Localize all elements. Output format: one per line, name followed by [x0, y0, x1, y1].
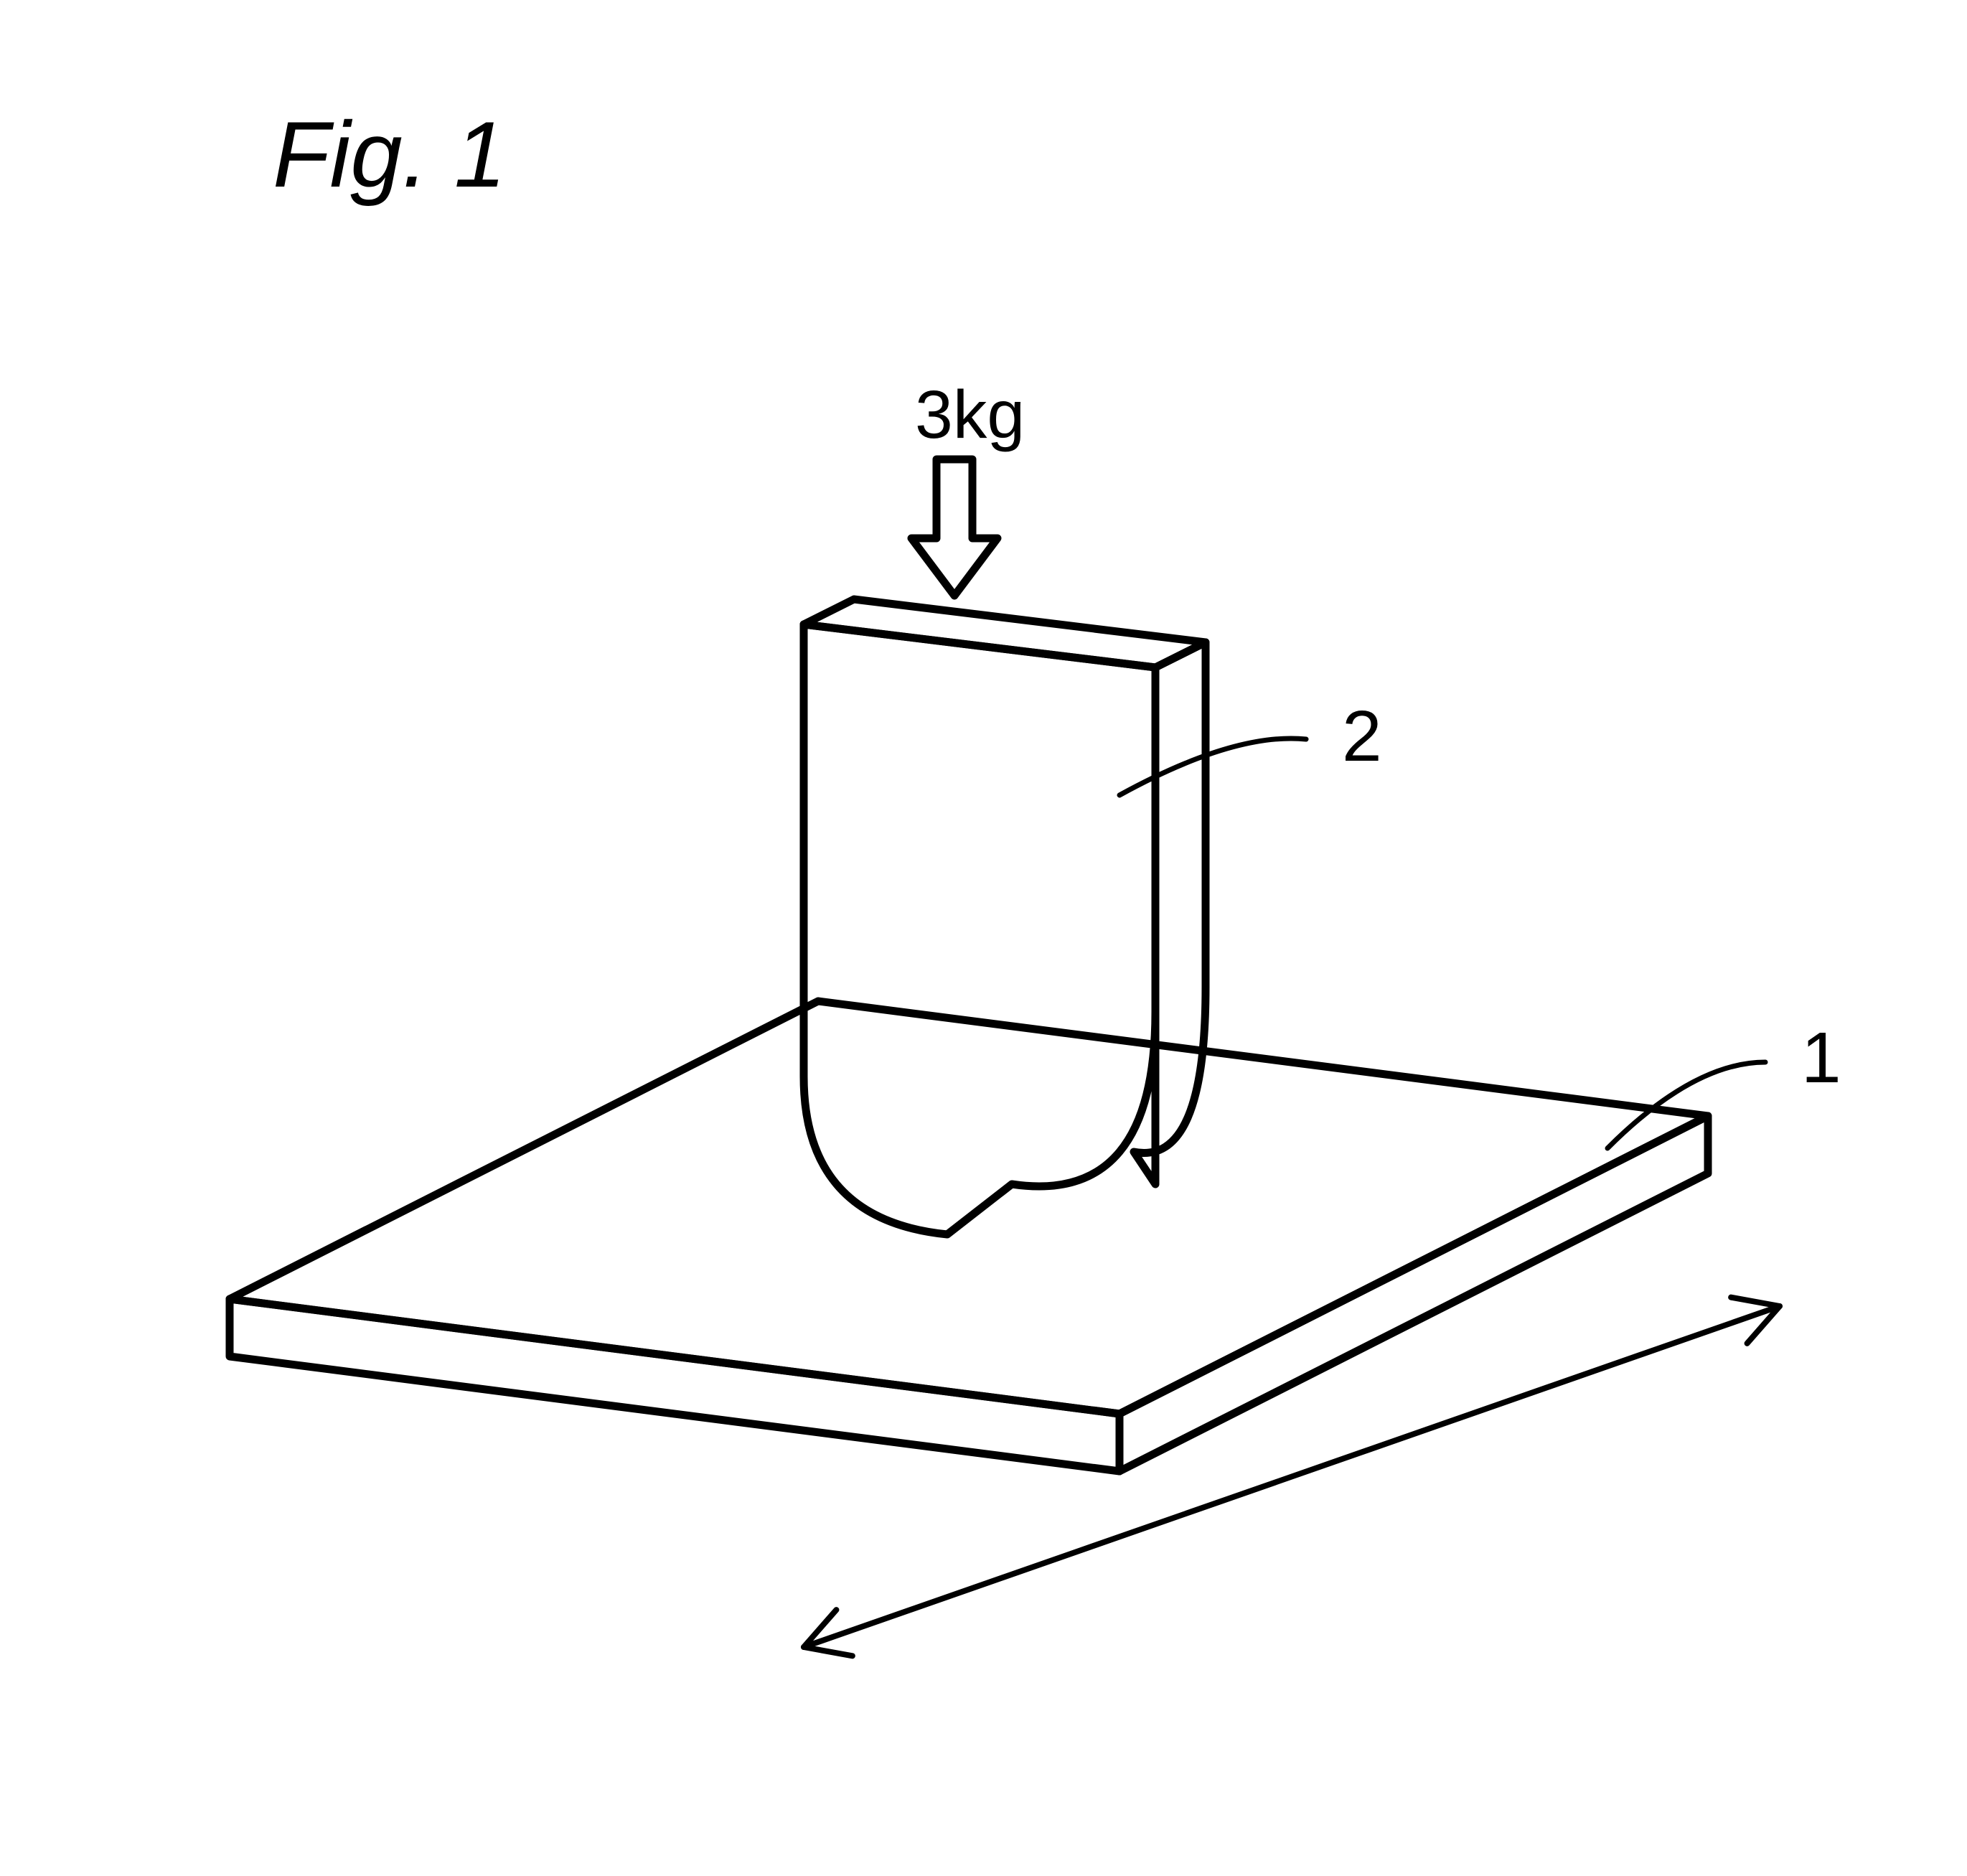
- slab-top-face: [230, 1001, 1708, 1414]
- leader-block: [1119, 738, 1306, 795]
- slab-front-face: [230, 1299, 1119, 1471]
- load-arrow-icon: [911, 459, 997, 596]
- block-front-face: [804, 624, 1155, 1234]
- label-slab: 1: [1801, 1018, 1841, 1098]
- label-block: 2: [1342, 696, 1382, 777]
- load-label: 3kg: [915, 377, 1025, 453]
- motion-arrow-line: [804, 1306, 1780, 1647]
- slab-right-face: [1119, 1116, 1708, 1471]
- figure-title: Fig. 1: [273, 102, 506, 207]
